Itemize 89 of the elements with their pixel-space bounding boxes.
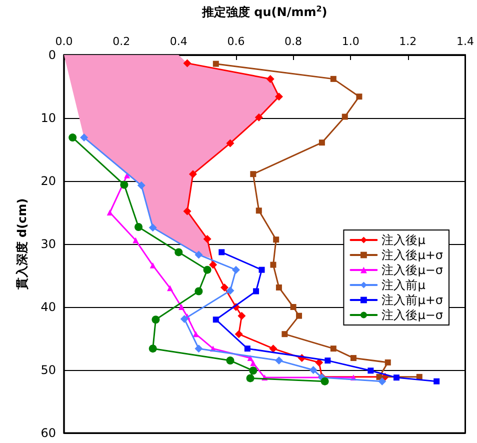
point [250, 171, 256, 178]
point [258, 266, 265, 273]
y-axis-title: 貫入深度 d(cm) [15, 198, 29, 291]
point [256, 208, 262, 214]
point [150, 262, 156, 268]
y-tick-label: 30 [40, 237, 56, 251]
point [218, 249, 225, 256]
point [330, 76, 336, 82]
point [342, 114, 348, 120]
point [246, 374, 254, 382]
point [183, 59, 192, 68]
point [194, 344, 203, 353]
point [232, 266, 240, 274]
point [106, 210, 113, 216]
point [266, 74, 274, 83]
legend-label: 注入後μ+σ [382, 248, 444, 262]
point [203, 234, 212, 243]
legend-label: 注入後μ−σ [382, 263, 444, 277]
point [188, 170, 197, 178]
x-tick-label: 1.0 [342, 35, 360, 48]
point [368, 368, 374, 374]
point [318, 140, 325, 146]
point [238, 312, 246, 320]
point [320, 377, 329, 386]
point [226, 139, 234, 148]
y-tick-label: 60 [40, 426, 56, 440]
point [212, 316, 219, 323]
point [324, 358, 331, 364]
point [220, 283, 228, 292]
x-tick-label: 0.6 [227, 35, 245, 48]
point [282, 331, 288, 338]
point [152, 316, 160, 324]
point [194, 287, 203, 296]
point [273, 236, 280, 243]
point [132, 237, 139, 244]
point [194, 250, 203, 259]
point [434, 378, 440, 384]
point [134, 222, 143, 231]
point [80, 134, 88, 142]
point [274, 356, 283, 365]
point [384, 359, 391, 366]
point [393, 374, 400, 381]
point [178, 304, 185, 310]
point [120, 180, 128, 189]
point [378, 377, 386, 386]
point [253, 288, 260, 294]
x-tick-label: 0.0 [55, 35, 73, 48]
point [356, 94, 362, 100]
y-tick-label: 20 [40, 174, 56, 188]
point [249, 366, 258, 375]
legend-label: 注入前μ+σ [382, 293, 444, 307]
point [174, 248, 183, 256]
point [290, 304, 296, 310]
x-tick-label: 0.2 [112, 35, 130, 48]
point [274, 92, 283, 101]
point [148, 344, 157, 353]
point [68, 134, 77, 142]
y-tick-label: 50 [40, 363, 56, 377]
point [209, 260, 218, 269]
point [269, 344, 278, 353]
x-tick-label: 1.2 [399, 35, 417, 48]
point [148, 224, 157, 232]
point [244, 346, 250, 352]
legend-label: 注入前μ [382, 278, 426, 292]
y-tick-label: 0 [48, 48, 56, 62]
point [270, 262, 276, 268]
point [309, 366, 318, 374]
legend-label: 注入後μ [382, 233, 426, 247]
x-tick-label: 0.8 [284, 35, 302, 48]
point [212, 60, 219, 67]
x-tick-label: 0.4 [170, 35, 188, 48]
legend-label: 注入後μ−σ [382, 308, 444, 322]
point [250, 360, 256, 366]
point [183, 207, 192, 216]
point [296, 312, 302, 319]
point [137, 181, 146, 190]
point [350, 355, 356, 362]
point [226, 356, 234, 365]
point [254, 113, 263, 122]
y-tick-label: 10 [40, 111, 56, 125]
x-tick-label: 1.4 [456, 35, 474, 48]
point [234, 330, 243, 338]
point [203, 266, 212, 274]
y-tick-label: 40 [40, 300, 56, 314]
point [276, 284, 282, 290]
point [226, 286, 234, 295]
point [167, 285, 174, 292]
point [330, 346, 336, 352]
point [180, 314, 188, 323]
